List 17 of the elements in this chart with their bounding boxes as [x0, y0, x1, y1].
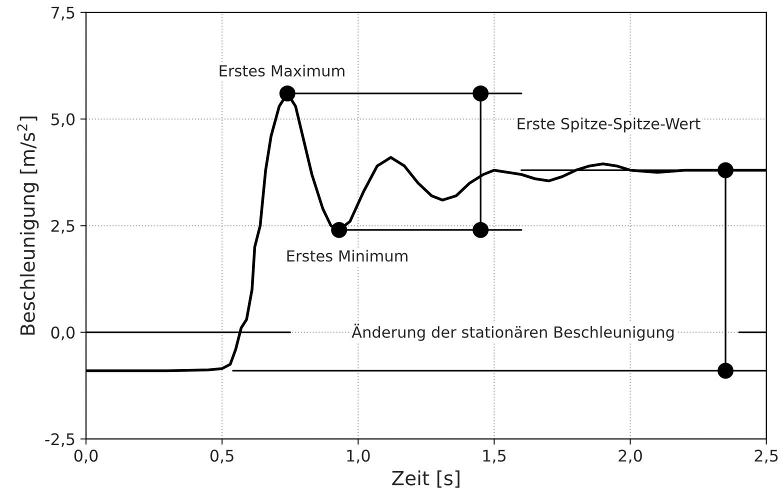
- x-tick-label: 0,0: [74, 450, 98, 464]
- y-tick-label: 2,5: [51, 220, 74, 234]
- x-tick-label: 1,0: [347, 450, 370, 464]
- y-tick-label: 0,0: [51, 326, 75, 340]
- y-tick-label: 5,0: [51, 113, 75, 127]
- x-tick-label: 2,0: [618, 450, 642, 464]
- x-tick-label: 1,5: [483, 450, 506, 464]
- annotation: Erste Spitze-Spitze-Wert: [518, 118, 700, 132]
- y-tick-label: 7,5: [52, 6, 74, 20]
- y-axis-title: Beschleunigung [m/s$^{2}$]: [17, 116, 39, 335]
- annotation: Änderung der stationären Beschleunigung: [352, 324, 674, 341]
- x-axis-title: Zeit [s]: [392, 470, 460, 488]
- annotation: Erstes Maximum: [220, 64, 344, 77]
- y-tick-label: -2,5: [45, 433, 74, 447]
- x-tick-label: 0,5: [210, 450, 234, 464]
- x-tick-label: 2,5: [754, 450, 778, 464]
- annotation: Erstes Minimum: [287, 250, 408, 262]
